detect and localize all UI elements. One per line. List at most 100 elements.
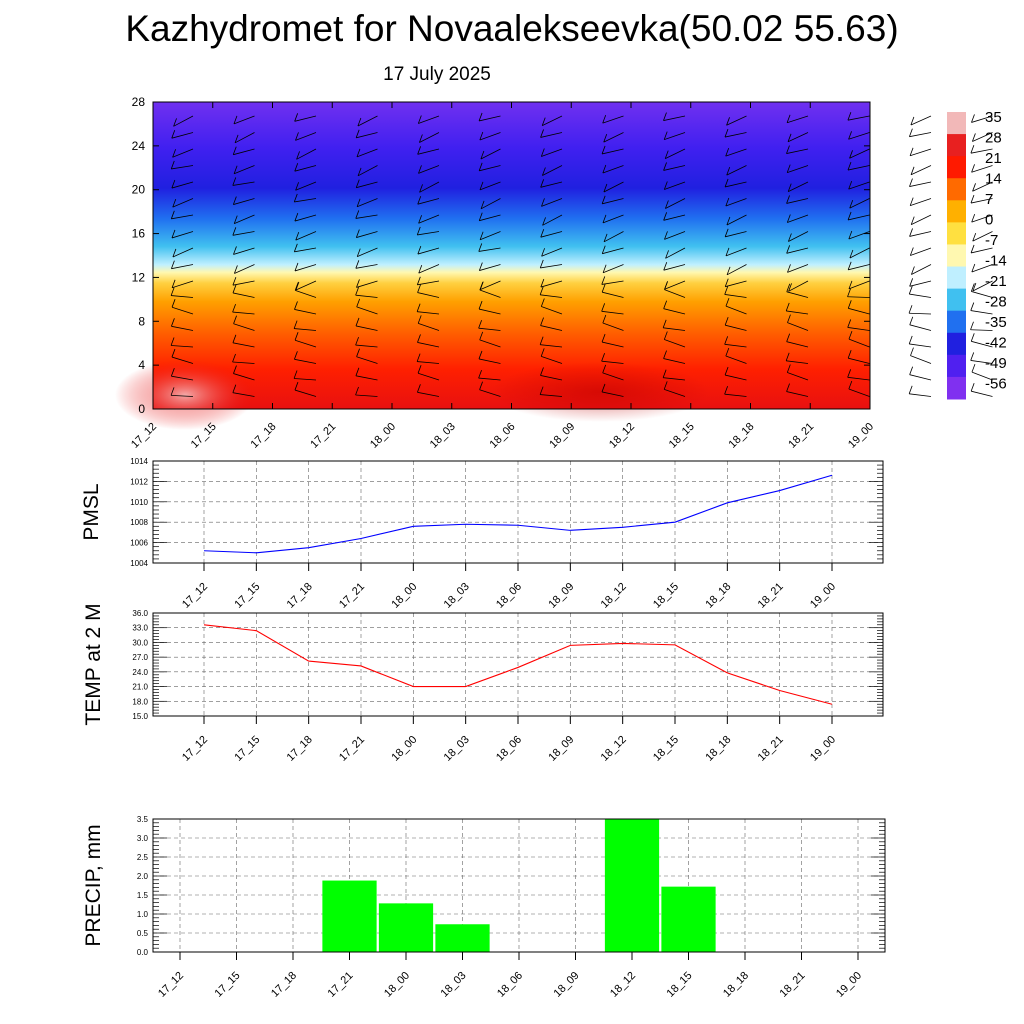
wind-barb [848, 307, 870, 315]
wind-barb [847, 165, 870, 171]
wind-barb [847, 327, 870, 331]
wind-barb [603, 132, 624, 143]
wind-barb [479, 165, 501, 172]
wind-barb [909, 231, 932, 237]
wind-barb [787, 132, 809, 143]
wind-barb-flag [171, 260, 175, 269]
wind-barb-flag [418, 215, 422, 224]
wind-barb-flag [419, 134, 423, 143]
wind-barb-flag [724, 366, 729, 376]
wind-barb [417, 311, 440, 315]
y-tick-label: 1004 [130, 559, 148, 568]
wind-barb-flag [601, 276, 606, 285]
wind-barb [724, 393, 747, 397]
wind-barb [909, 393, 932, 397]
wind-barb [541, 306, 563, 315]
wind-barb-flag [601, 284, 606, 293]
wind-barb [419, 181, 440, 193]
wind-barb-flag [786, 333, 791, 342]
wind-barb [419, 132, 440, 143]
wind-barb [663, 214, 686, 221]
wind-barb [294, 358, 317, 364]
wind-barb-flag [726, 117, 730, 126]
wind-barb [479, 214, 501, 222]
wind-barb [725, 355, 747, 364]
wind-barb [602, 291, 624, 298]
wind-barb-flag [540, 298, 545, 307]
wind-barb [418, 322, 440, 331]
wind-barb-flag [539, 386, 544, 395]
wind-barb [540, 181, 563, 188]
x-tick-label: 18_12 [607, 421, 637, 451]
wind-barb [787, 264, 809, 273]
wind-barb [910, 115, 932, 126]
wind-barb-flag [787, 264, 791, 273]
wind-barb [232, 292, 255, 298]
wind-barb [234, 214, 255, 224]
wind-barb-flag [663, 381, 668, 390]
wind-barb [171, 394, 194, 397]
wind-barb-flag [908, 285, 913, 295]
wind-barb-flag [847, 288, 851, 297]
wind-barb [724, 181, 747, 188]
x-tick-label: 17_18 [249, 421, 279, 451]
wind-barb-flag [294, 163, 299, 172]
pmsl-panel: 17_12 17_15 17_18 17_21 18_00 18_03 18_06 18_09… [80, 457, 884, 611]
wind-barb [294, 309, 317, 315]
wind-barb-flag [478, 262, 483, 271]
x-tick-label: 18_03 [442, 734, 472, 764]
wind-barb [296, 148, 317, 160]
x-tick-label: 18_09 [547, 421, 577, 451]
wind-barb [663, 308, 686, 315]
wind-barb [603, 231, 624, 243]
y-tick-label: 1.5 [137, 891, 149, 900]
wind-barb [233, 148, 255, 156]
x-tick-label: 17_18 [285, 581, 315, 611]
wind-barb-flag [355, 179, 360, 188]
wind-barb-flag [232, 353, 236, 363]
x-tick-label: 19_00 [808, 581, 838, 611]
wind-barb [724, 343, 747, 348]
wind-barb-flag [416, 226, 421, 236]
wind-barb [540, 231, 563, 238]
wind-barb-flag [541, 117, 546, 126]
y-tick-label: 1.0 [137, 910, 149, 919]
wind-barb [172, 198, 194, 208]
wind-barb-flag [662, 369, 667, 378]
wind-barb [970, 148, 993, 154]
wind-barb [540, 344, 563, 348]
wind-barb [971, 115, 993, 123]
wind-barb-flag [725, 148, 730, 157]
y-tick-label: 8 [138, 314, 145, 328]
wind-barb [172, 247, 194, 258]
wind-barb [665, 148, 686, 160]
wind-barb-flag [909, 147, 914, 156]
wind-barb [356, 356, 378, 364]
wind-barb [294, 264, 317, 272]
x-tick-label: 18_09 [546, 734, 576, 764]
wind-barb [232, 361, 255, 364]
wind-barb [724, 132, 747, 138]
colorbar-swatch [947, 156, 966, 179]
x-tick-label: 19_00 [808, 734, 838, 764]
x-tick-label: 18_21 [756, 734, 786, 764]
wind-barb [909, 132, 932, 138]
wind-barb [295, 181, 317, 191]
wind-barb-flag [171, 279, 176, 288]
wind-barb-flag [171, 318, 175, 327]
x-tick-label: 17_21 [326, 970, 356, 1000]
wind-barb [234, 264, 255, 274]
wind-barb-flag [970, 145, 975, 154]
wind-barb-flag [602, 264, 607, 273]
wind-barb-flag [293, 243, 298, 252]
wind-barb [786, 198, 809, 204]
wind-barb-flag [603, 134, 608, 143]
wind-barb [232, 311, 255, 315]
wind-barb-flag [170, 287, 175, 296]
precip-bar [322, 880, 377, 952]
wind-barb [171, 280, 194, 289]
wind-barb [234, 132, 255, 144]
wind-barb-flag [479, 181, 484, 191]
wind-barb-flag [416, 353, 421, 362]
wind-barb-flag [725, 247, 730, 257]
